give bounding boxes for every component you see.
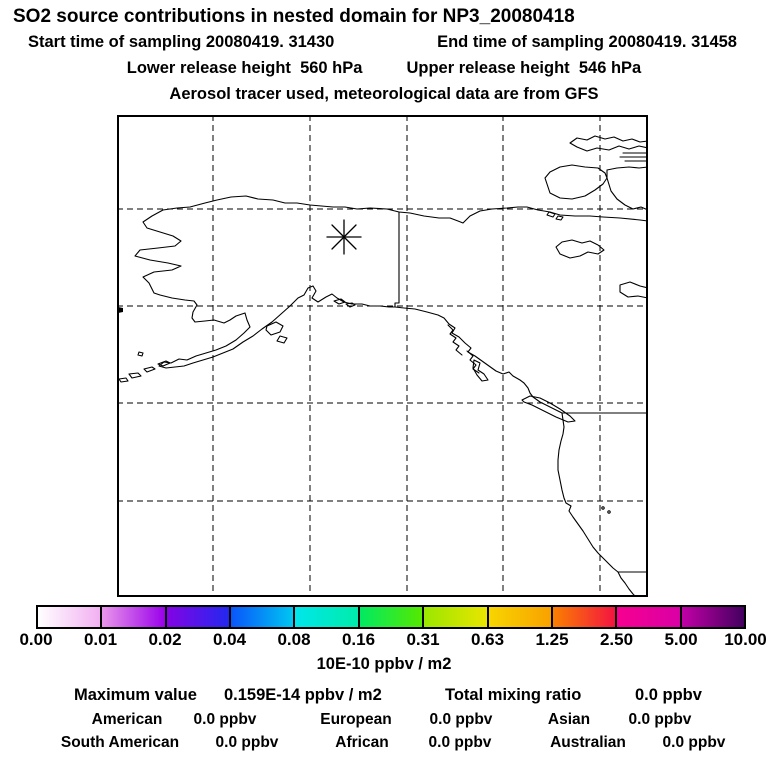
region-label: South American <box>60 734 180 751</box>
colorbar-tick: 1.25 <box>535 630 569 649</box>
victoria-island <box>606 166 648 211</box>
colorbar-segment-0.04-0.08 <box>229 607 294 627</box>
colorbar-segment-0.01-0.02 <box>100 607 165 627</box>
region-stats-row-2: South American 0.0 ppbv African 0.0 ppbv… <box>0 734 768 751</box>
region-label: African <box>335 734 389 751</box>
vancouver-island <box>521 395 576 423</box>
region-value: 0.0 ppbv <box>429 711 493 728</box>
region-value: 0.0 ppbv <box>428 734 492 751</box>
region-value: 0.0 ppbv <box>662 734 726 751</box>
region-label: Asian <box>547 711 591 728</box>
arctic-islets <box>546 211 564 221</box>
total-ratio-label: Total mixing ratio <box>445 686 582 704</box>
colorbar-gradient <box>36 605 746 629</box>
end-time-text: End time of sampling 20080419. 31458 <box>437 33 737 51</box>
colorbar-tick-labels: 0.00 0.01 0.02 0.04 0.08 0.16 0.31 0.63 … <box>0 630 768 649</box>
colorbar-tick: 0.08 <box>277 630 311 649</box>
colorbar-tick: 0.02 <box>148 630 182 649</box>
offshore-islands-se <box>447 324 463 356</box>
colorbar-tick: 0.63 <box>470 630 505 649</box>
kodiak-islands <box>265 321 288 344</box>
release-marker-asterisk <box>326 219 362 255</box>
colorbar-tick: 2.50 <box>599 630 634 649</box>
colorbar-segment-0.00-0.01 <box>38 607 101 627</box>
colorbar-tick: 0.00 <box>19 630 53 649</box>
map-frame <box>117 115 648 597</box>
colorbar-tick: 0.01 <box>83 630 118 649</box>
offshore-islands-se2 <box>466 350 480 374</box>
colorbar-unit-label: 10E-10 ppbv / m2 <box>316 655 452 673</box>
lower-release-text: Lower release height 560 hPa <box>126 59 363 77</box>
map-panel <box>117 115 648 597</box>
kenai-islets <box>333 298 356 308</box>
colorbar-segment-0.16-0.31 <box>357 607 423 627</box>
colorbar-segment-1.25-2.50 <box>550 607 616 627</box>
island-slivers <box>619 152 648 162</box>
upper-release-text: Upper release height 546 hPa <box>406 59 642 77</box>
channel-islet-2 <box>607 510 611 514</box>
stats-summary-row: Maximum value 0.159E-14 ppbv / m2 Total … <box>0 686 768 704</box>
region-label: Australian <box>550 734 626 751</box>
colorbar-tick: 0.31 <box>406 630 440 649</box>
alaska-yukon-border <box>394 211 400 308</box>
colorbar-segment-0.63-1.25 <box>486 607 551 627</box>
region-value: 0.0 ppbv <box>193 711 257 728</box>
maximum-value-label: Maximum value <box>74 686 197 704</box>
region-stats-row-1: American 0.0 ppbv European 0.0 ppbv Asia… <box>0 711 768 728</box>
coastlines <box>118 135 648 597</box>
region-label: European <box>320 711 392 728</box>
colorbar-tick: 5.00 <box>664 630 698 649</box>
sampling-times-line: Start time of sampling 20080419. 31430 E… <box>0 33 768 52</box>
great-bear-lake <box>555 239 605 259</box>
colorbar-tick: 0.16 <box>341 630 376 649</box>
release-heights-line: Lower release height 560 hPa Upper relea… <box>0 59 768 78</box>
channel-islet-1 <box>601 506 605 510</box>
page-title: SO2 source contributions in nested domai… <box>13 6 575 27</box>
map-svg <box>117 115 648 597</box>
colorbar-segment-0.08-0.16 <box>293 607 358 627</box>
region-value: 0.0 ppbv <box>628 711 692 728</box>
tracer-note-text: Aerosol tracer used, meteorological data… <box>169 85 599 103</box>
colorbar-segment-0.31-0.63 <box>422 607 487 627</box>
left-edge-island <box>118 307 123 313</box>
aleutian-islands <box>118 351 171 383</box>
maximum-value: 0.159E-14 ppbv / m2 <box>224 686 382 704</box>
colorbar-segment-5.00-10.00 <box>679 607 744 627</box>
colorbar-tick: 0.04 <box>212 630 247 649</box>
great-slave-lake <box>619 281 648 299</box>
parry-islands <box>569 135 648 152</box>
banks-island <box>544 164 608 200</box>
colorbar-segment-0.02-0.04 <box>164 607 230 627</box>
total-ratio-value: 0.0 ppbv <box>635 686 702 704</box>
coastline-arctic <box>162 195 648 224</box>
colorbar-tick: 10.00 <box>724 630 767 649</box>
region-value: 0.0 ppbv <box>215 734 279 751</box>
region-label: American <box>91 711 163 728</box>
coastline-pacific <box>134 209 637 597</box>
colorbar-segment-2.50-5.00 <box>615 607 680 627</box>
start-time-text: Start time of sampling 20080419. 31430 <box>28 33 335 51</box>
